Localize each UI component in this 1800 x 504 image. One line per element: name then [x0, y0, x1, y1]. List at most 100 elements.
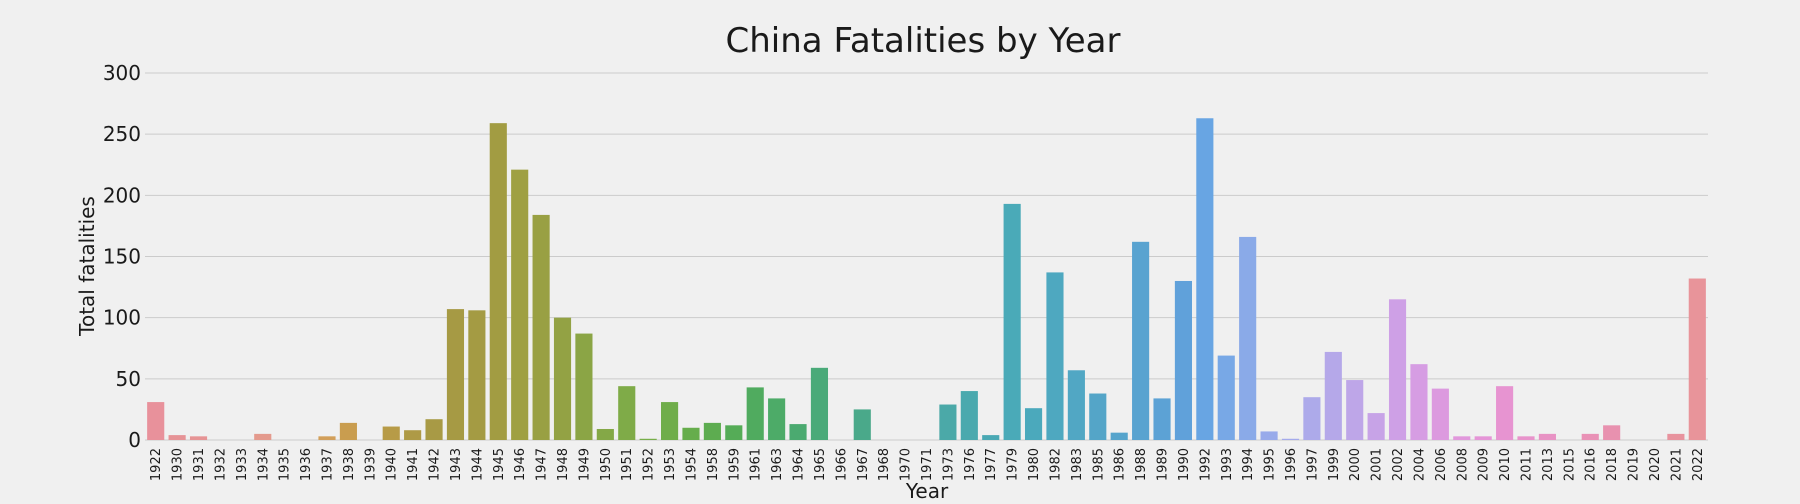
- x-tick-label-1967: 1967: [856, 448, 871, 481]
- x-tick-label-2020: 2020: [1648, 448, 1663, 481]
- bar-1985: [1089, 393, 1107, 440]
- x-tick-label-1952: 1952: [642, 448, 657, 481]
- y-tick-label: 200: [103, 183, 141, 207]
- x-tick-label-1973: 1973: [941, 448, 956, 481]
- bar-1953: [661, 402, 679, 440]
- x-tick-label-1938: 1938: [342, 448, 357, 481]
- bar-2000: [1346, 380, 1364, 440]
- x-tick-label-2004: 2004: [1412, 448, 1427, 481]
- y-tick-label: 150: [103, 245, 141, 269]
- x-tick-label-1959: 1959: [727, 448, 742, 481]
- bar-1994: [1239, 236, 1257, 440]
- bar-1954: [682, 427, 700, 440]
- x-tick-label-2011: 2011: [1520, 448, 1535, 481]
- x-tick-label-1953: 1953: [663, 448, 678, 481]
- x-tick-label-1983: 1983: [1070, 448, 1085, 481]
- x-tick-label-1986: 1986: [1113, 448, 1128, 481]
- x-tick-label-1936: 1936: [299, 448, 314, 481]
- x-tick-label-1939: 1939: [363, 448, 378, 481]
- y-axis-ticks: 0 50 100 150 200 250 300: [103, 61, 141, 452]
- x-tick-label-1968: 1968: [877, 448, 892, 481]
- bar-1946: [511, 169, 529, 441]
- x-tick-label-1994: 1994: [1241, 448, 1256, 481]
- x-tick-label-1937: 1937: [320, 448, 335, 481]
- x-tick-label-1977: 1977: [984, 448, 999, 481]
- x-tick-label-1945: 1945: [492, 448, 507, 481]
- x-axis-label: Year: [905, 479, 949, 503]
- gridlines: [145, 72, 1708, 441]
- x-tick-label-2002: 2002: [1391, 448, 1406, 481]
- y-tick-label: 300: [103, 61, 141, 85]
- bar-1993: [1217, 355, 1235, 440]
- x-tick-label-1979: 1979: [1006, 448, 1021, 481]
- bar-1958: [703, 422, 721, 440]
- x-tick-label-1944: 1944: [470, 448, 485, 481]
- chart-title: China Fatalities by Year: [726, 21, 1121, 61]
- bar-2008: [1453, 436, 1471, 440]
- bar-1986: [1110, 432, 1128, 440]
- bar-1967: [853, 409, 871, 440]
- x-tick-label-1970: 1970: [899, 448, 914, 481]
- x-tick-label-1949: 1949: [577, 448, 592, 481]
- bar-1940: [382, 426, 400, 440]
- bar-1941: [404, 430, 422, 440]
- bars: [147, 118, 1706, 441]
- x-tick-label-1965: 1965: [813, 448, 828, 481]
- bar-1949: [575, 333, 593, 440]
- x-tick-label-1932: 1932: [213, 448, 228, 481]
- x-tick-label-2019: 2019: [1627, 448, 1642, 481]
- bar-1997: [1303, 397, 1321, 440]
- x-tick-label-1993: 1993: [1220, 448, 1235, 481]
- x-tick-label-1964: 1964: [792, 448, 807, 481]
- bar-2009: [1474, 436, 1492, 440]
- x-tick-label-2021: 2021: [1669, 448, 1684, 481]
- bar-2011: [1517, 436, 1535, 440]
- bar-1931: [189, 436, 208, 440]
- bar-1934: [254, 433, 272, 440]
- y-tick-label: 100: [103, 306, 141, 330]
- x-tick-label-1963: 1963: [770, 448, 785, 481]
- x-axis-ticks: 1922 1930 1931 1932 1933 1934 1935 1936 1937 1938…: [149, 448, 1706, 481]
- y-tick-label: 0: [128, 428, 141, 452]
- x-tick-label-2009: 2009: [1477, 448, 1492, 481]
- x-tick-label-2001: 2001: [1370, 448, 1385, 481]
- x-tick-label-2018: 2018: [1605, 448, 1620, 481]
- x-tick-label-1948: 1948: [556, 448, 571, 481]
- bar-1990: [1174, 280, 1192, 440]
- bar-1961: [746, 387, 764, 440]
- x-tick-label-1947: 1947: [535, 448, 550, 481]
- bar-1945: [489, 123, 507, 440]
- bar-1922: [147, 402, 165, 440]
- x-tick-label-1990: 1990: [1177, 448, 1192, 481]
- x-tick-label-1951: 1951: [620, 448, 635, 481]
- x-tick-label-2022: 2022: [1691, 448, 1706, 481]
- bar-1947: [532, 214, 550, 440]
- bar-1996: [1281, 438, 1300, 440]
- y-axis-label: Total fatalities: [75, 196, 99, 337]
- x-tick-label-1940: 1940: [385, 448, 400, 481]
- x-tick-label-1980: 1980: [1027, 448, 1042, 481]
- x-tick-label-1946: 1946: [513, 448, 528, 481]
- bar-2018: [1603, 425, 1621, 440]
- x-tick-label-2000: 2000: [1348, 448, 1363, 481]
- bar-1979: [1003, 203, 1021, 440]
- x-tick-label-1941: 1941: [406, 448, 421, 481]
- bar-2016: [1581, 433, 1599, 440]
- bar-2002: [1388, 299, 1407, 440]
- x-tick-label-1989: 1989: [1156, 448, 1171, 481]
- x-tick-label-1999: 1999: [1327, 448, 1342, 481]
- bar-1988: [1132, 241, 1150, 440]
- bar-1944: [468, 310, 486, 440]
- bar-2006: [1431, 388, 1449, 440]
- x-tick-label-1988: 1988: [1134, 448, 1149, 481]
- x-tick-label-2010: 2010: [1498, 448, 1513, 481]
- x-tick-label-2015: 2015: [1562, 448, 1577, 481]
- x-tick-label-1966: 1966: [834, 448, 849, 481]
- x-tick-label-1971: 1971: [920, 448, 935, 481]
- x-tick-label-1961: 1961: [749, 448, 764, 481]
- x-tick-label-1933: 1933: [235, 448, 250, 481]
- x-tick-label-1930: 1930: [171, 448, 186, 481]
- bar-1964: [789, 424, 807, 440]
